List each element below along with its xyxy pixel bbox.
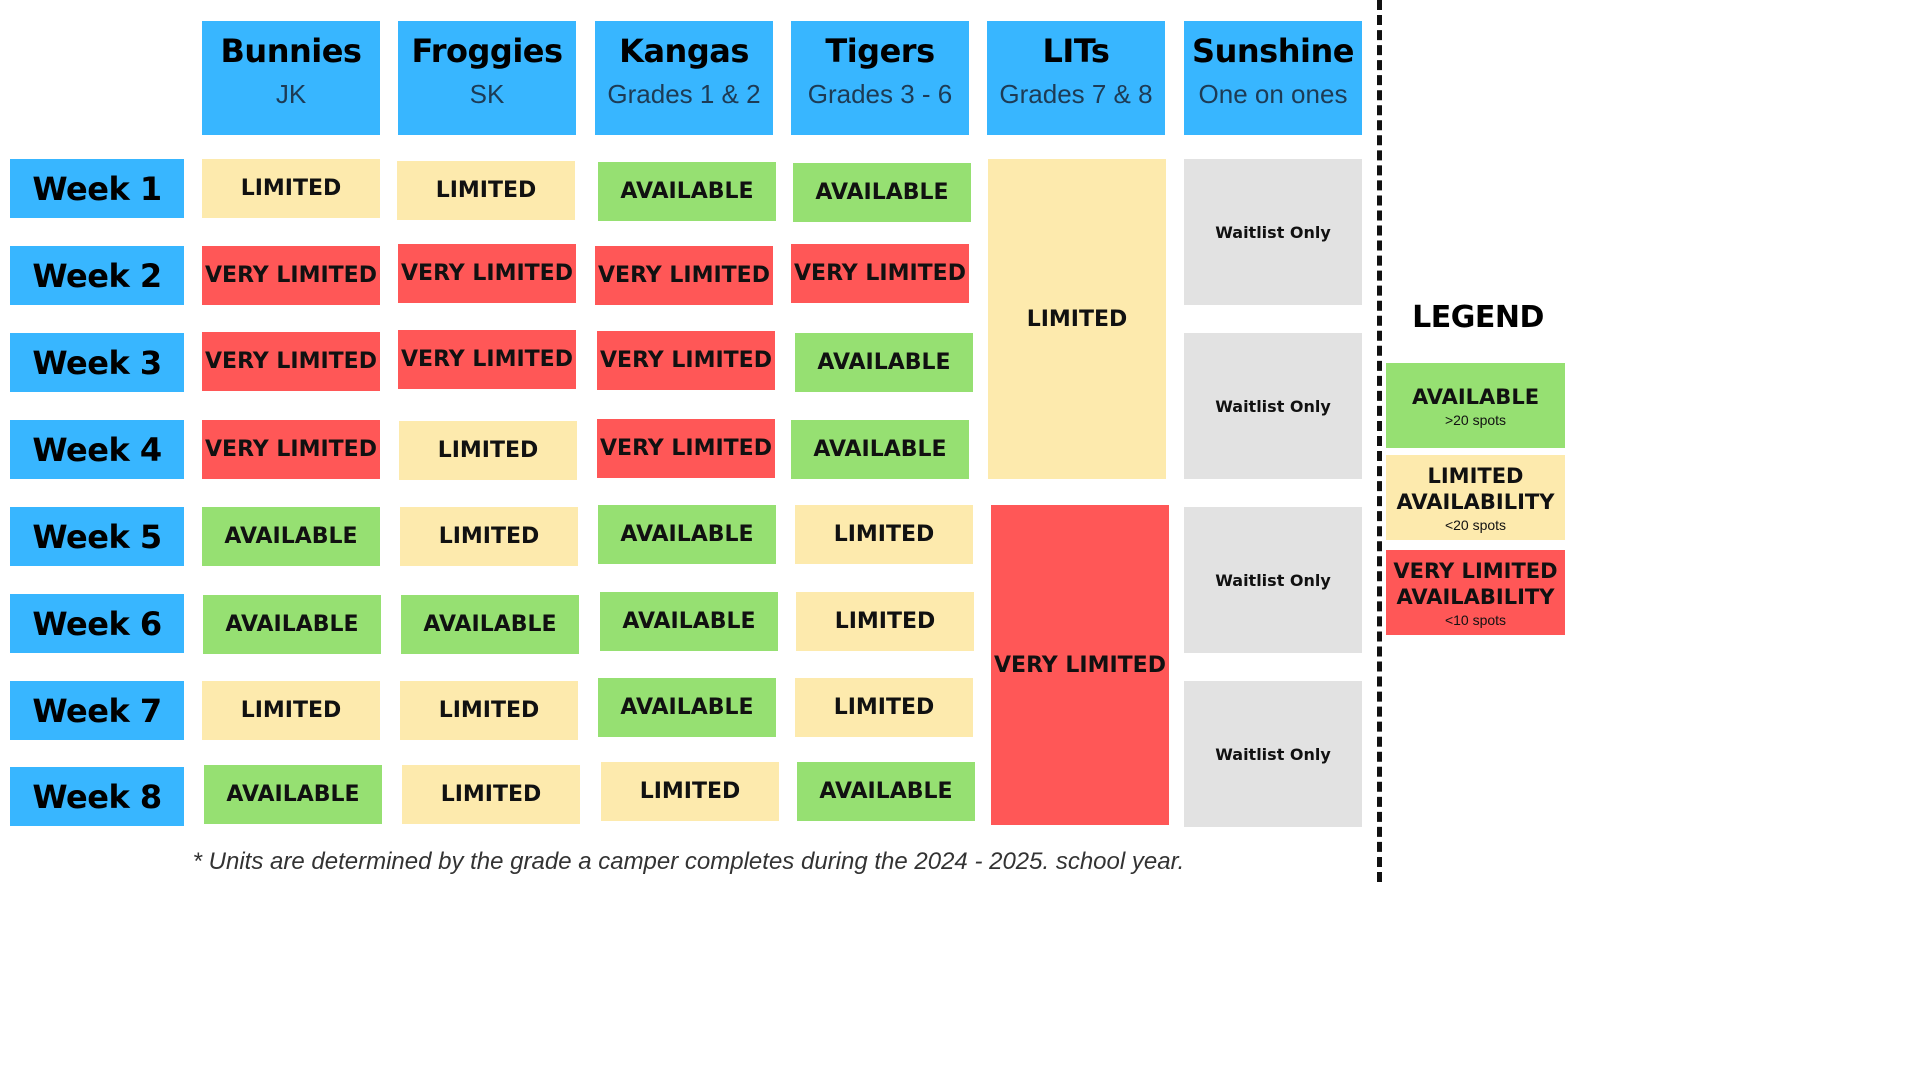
unit-name: Tigers <box>825 32 935 70</box>
status-cell-tigers-week7: LIMITED <box>795 678 973 737</box>
status-cell-kangas-week4: VERY LIMITED <box>597 419 775 478</box>
unit-name: Sunshine <box>1192 32 1354 70</box>
week-label-2: Week 2 <box>10 246 184 305</box>
legend-sub: >20 spots <box>1444 411 1507 428</box>
status-cell-kangas-week7: AVAILABLE <box>598 678 776 737</box>
week-label-5: Week 5 <box>10 507 184 566</box>
status-cell-sunshine-weeks1-2: Waitlist Only <box>1184 159 1362 305</box>
status-cell-bunnies-week7: LIMITED <box>202 681 380 740</box>
status-cell-kangas-week2: VERY LIMITED <box>595 246 773 305</box>
unit-header-tigers: Tigers Grades 3 - 6 <box>791 21 969 135</box>
unit-grade: Grades 3 - 6 <box>807 79 953 109</box>
status-cell-kangas-week3: VERY LIMITED <box>597 331 775 390</box>
week-label-1: Week 1 <box>10 159 184 218</box>
legend-label: VERY LIMITED AVAILABILITY <box>1393 558 1558 609</box>
status-cell-froggies-week7: LIMITED <box>400 681 578 740</box>
status-cell-tigers-week6: LIMITED <box>796 592 974 651</box>
status-cell-lits-weeks5-8: VERY LIMITED <box>991 505 1169 825</box>
week-label-6: Week 6 <box>10 594 184 653</box>
unit-name: Bunnies <box>220 32 362 70</box>
week-label-8: Week 8 <box>10 767 184 826</box>
status-cell-bunnies-week8: AVAILABLE <box>204 765 382 824</box>
unit-grade: SK <box>469 79 505 109</box>
unit-grade: Grades 7 & 8 <box>999 79 1153 109</box>
unit-header-sunshine: Sunshine One on ones <box>1184 21 1362 135</box>
unit-header-kangas: Kangas Grades 1 & 2 <box>595 21 773 135</box>
legend-sub: <10 spots <box>1444 611 1507 628</box>
week-label-4: Week 4 <box>10 420 184 479</box>
legend-title: LEGEND <box>1412 300 1544 335</box>
status-cell-froggies-week5: LIMITED <box>400 507 578 566</box>
status-cell-froggies-week3: VERY LIMITED <box>398 330 576 389</box>
status-cell-bunnies-week6: AVAILABLE <box>203 595 381 654</box>
unit-grade: JK <box>275 79 307 109</box>
status-cell-bunnies-week4: VERY LIMITED <box>202 420 380 479</box>
unit-name: LITs <box>1042 32 1110 70</box>
status-cell-sunshine-weeks7-8: Waitlist Only <box>1184 681 1362 827</box>
legend-item-available: AVAILABLE >20 spots <box>1386 363 1565 448</box>
status-cell-sunshine-weeks3-4: Waitlist Only <box>1184 333 1362 479</box>
unit-grade: One on ones <box>1198 79 1348 109</box>
week-label-7: Week 7 <box>10 681 184 740</box>
unit-header-bunnies: Bunnies JK <box>202 21 380 135</box>
status-cell-sunshine-weeks5-6: Waitlist Only <box>1184 507 1362 653</box>
status-cell-kangas-week1: AVAILABLE <box>598 162 776 221</box>
status-cell-tigers-week3: AVAILABLE <box>795 333 973 392</box>
unit-header-froggies: Froggies SK <box>398 21 576 135</box>
status-cell-bunnies-week5: AVAILABLE <box>202 507 380 566</box>
legend-item-limited: LIMITED AVAILABILITY <20 spots <box>1386 455 1565 540</box>
status-cell-froggies-week4: LIMITED <box>399 421 577 480</box>
unit-grade: Grades 1 & 2 <box>607 79 761 109</box>
status-cell-lits-weeks1-4: LIMITED <box>988 159 1166 479</box>
unit-name: Kangas <box>619 32 749 70</box>
week-label-3: Week 3 <box>10 333 184 392</box>
legend-label: LIMITED AVAILABILITY <box>1396 463 1555 514</box>
status-cell-kangas-week8: LIMITED <box>601 762 779 821</box>
status-cell-tigers-week8: AVAILABLE <box>797 762 975 821</box>
legend-label: AVAILABLE <box>1411 384 1540 409</box>
status-cell-tigers-week4: AVAILABLE <box>791 420 969 479</box>
status-cell-bunnies-week3: VERY LIMITED <box>202 332 380 391</box>
status-cell-tigers-week5: LIMITED <box>795 505 973 564</box>
legend-item-very-limited: VERY LIMITED AVAILABILITY <10 spots <box>1386 550 1565 635</box>
status-cell-bunnies-week2: VERY LIMITED <box>202 246 380 305</box>
legend-sub: <20 spots <box>1444 516 1507 533</box>
status-cell-tigers-week1: AVAILABLE <box>793 163 971 222</box>
status-cell-tigers-week2: VERY LIMITED <box>791 244 969 303</box>
status-cell-froggies-week6: AVAILABLE <box>401 595 579 654</box>
footnote: * Units are determined by the grade a ca… <box>192 848 1185 875</box>
status-cell-kangas-week5: AVAILABLE <box>598 505 776 564</box>
status-cell-froggies-week2: VERY LIMITED <box>398 244 576 303</box>
status-cell-froggies-week8: LIMITED <box>402 765 580 824</box>
status-cell-froggies-week1: LIMITED <box>397 161 575 220</box>
unit-header-lits: LITs Grades 7 & 8 <box>987 21 1165 135</box>
unit-name: Froggies <box>411 32 563 70</box>
dashed-divider <box>1377 0 1382 882</box>
status-cell-kangas-week6: AVAILABLE <box>600 592 778 651</box>
status-cell-bunnies-week1: LIMITED <box>202 159 380 218</box>
